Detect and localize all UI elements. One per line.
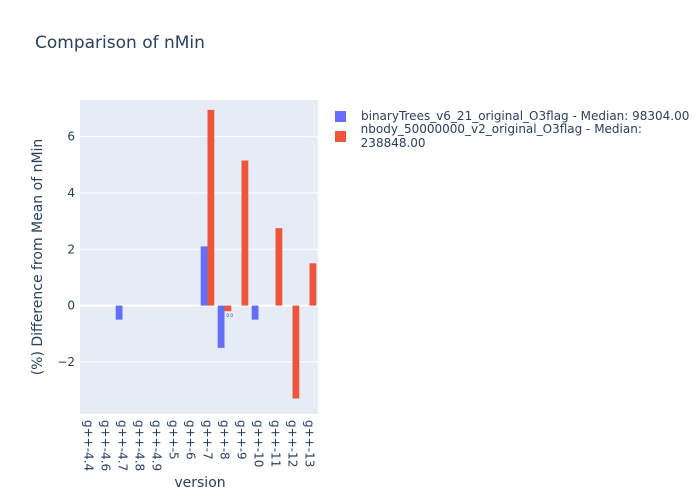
y-axis-title: (%) Difference from Mean of nMin [30, 139, 46, 376]
x-tick-label: g++-4.7 [116, 420, 130, 471]
x-tick-label: g++-4.4 [82, 420, 96, 471]
bar-2-g++-11[interactable] [275, 228, 283, 306]
y-tick-label: −2 [57, 355, 75, 369]
bar-2-g++-8[interactable] [224, 305, 232, 312]
y-tick-label: 4 [67, 186, 75, 200]
bars [81, 109, 317, 399]
bar-1-g++-7[interactable] [200, 246, 208, 306]
legend-swatch-series-1 [335, 110, 346, 122]
x-tick-label: g++-4.6 [99, 420, 113, 471]
x-tick-label: g++-4.8 [133, 420, 147, 471]
legend-item-series-1[interactable]: binaryTrees_v6_21_original_O3flag - Medi… [335, 106, 700, 126]
bar-1-g++-8[interactable] [217, 305, 225, 348]
x-tick-label: g++-13 [303, 420, 317, 467]
y-tick-label: 0 [67, 299, 75, 313]
bar-1-g++-4.7[interactable] [115, 305, 123, 320]
x-tick-label: g++-11 [269, 420, 283, 467]
legend[interactable]: binaryTrees_v6_21_original_O3flag - Medi… [335, 106, 700, 150]
bar-annotation: 0.0 [227, 313, 234, 318]
y-tick-label: 6 [67, 130, 75, 144]
legend-label-series-1: binaryTrees_v6_21_original_O3flag - Medi… [361, 109, 690, 123]
x-tick-label: g++-10 [252, 420, 266, 467]
bar-2-g++-9[interactable] [241, 160, 249, 306]
chart-title: Comparison of nMin [35, 33, 205, 53]
legend-item-series-2[interactable]: nbody_50000000_v2_original_O3flag - Medi… [335, 122, 700, 150]
bar-2-g++-7[interactable] [207, 109, 215, 306]
x-tick-label: g++-5 [167, 420, 181, 460]
x-tick-label: g++-6 [184, 420, 198, 460]
bar-2-g++-13[interactable] [309, 263, 317, 306]
x-tick-label: g++-9 [235, 420, 249, 460]
x-tick-label: g++-4.9 [150, 420, 164, 471]
y-tick-label: 2 [67, 242, 75, 256]
x-axis-title: version [174, 475, 225, 491]
y-axis-ticks: −2 0 2 4 6 [57, 130, 75, 369]
bar-1-g++-10[interactable] [251, 305, 259, 320]
x-tick-label: g++-12 [286, 420, 300, 467]
bar-2-g++-12[interactable] [292, 305, 300, 399]
x-tick-label: g++-7 [201, 420, 215, 460]
x-axis-ticks: g++-4.4 g++-4.6 g++-4.7 g++-4.8 g++-4.9 g++-5… [82, 420, 317, 471]
x-tick-label: g++-8 [218, 420, 232, 460]
legend-label-series-2: nbody_50000000_v2_original_O3flag - Medi… [360, 122, 642, 150]
legend-swatch-series-2 [335, 130, 346, 142]
